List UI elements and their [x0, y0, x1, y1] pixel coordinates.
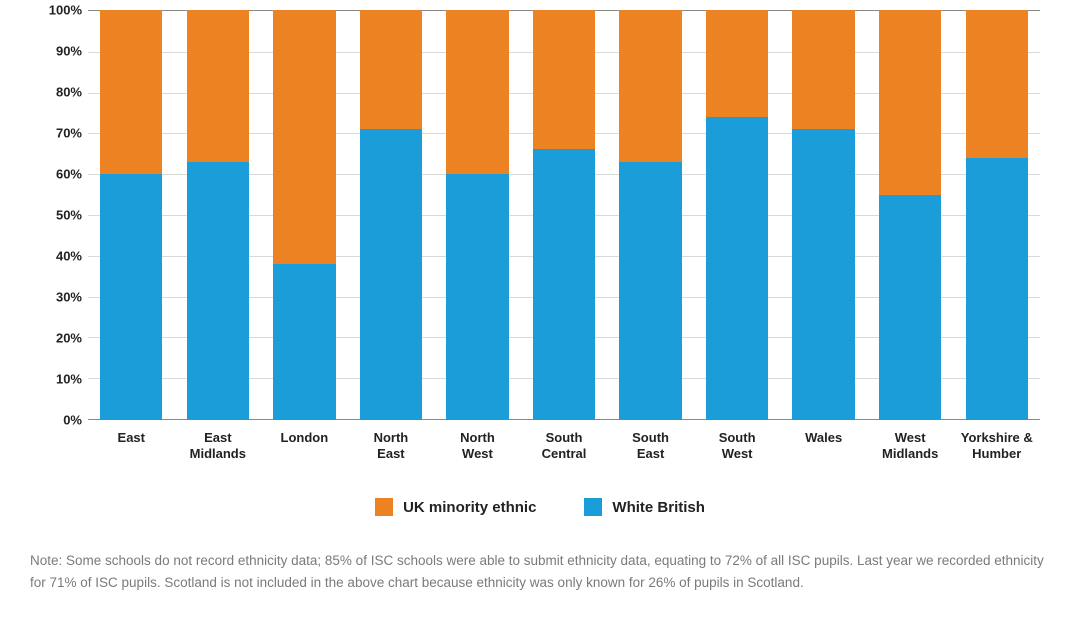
legend-label-minority: UK minority ethnic — [403, 499, 536, 516]
stacked-bar — [273, 10, 335, 420]
legend-swatch-minority — [375, 498, 393, 516]
bar-slot — [348, 10, 435, 420]
bar-segment-white-british — [360, 129, 422, 420]
stacked-bar — [619, 10, 681, 420]
y-tick-label: 70% — [30, 126, 82, 141]
bar-segment-minority — [792, 10, 854, 129]
bar-segment-white-british — [446, 174, 508, 420]
bar-slot — [261, 10, 348, 420]
bar-slot — [521, 10, 608, 420]
bar-slot — [607, 10, 694, 420]
bar-segment-minority — [533, 10, 595, 149]
y-tick-label: 0% — [30, 413, 82, 428]
stacked-bar — [100, 10, 162, 420]
x-label-slot: Yorkshire & Humber — [953, 424, 1040, 480]
bar-segment-minority — [966, 10, 1028, 158]
bar-segment-minority — [879, 10, 941, 195]
x-axis-label: London — [281, 424, 329, 480]
x-axis-label: North West — [460, 424, 495, 480]
legend-item-white-british: White British — [584, 498, 705, 516]
x-label-slot: South East — [607, 424, 694, 480]
bar-slot — [434, 10, 521, 420]
bar-segment-white-british — [706, 117, 768, 420]
bar-slot — [780, 10, 867, 420]
y-tick-label: 30% — [30, 290, 82, 305]
x-label-slot: South Central — [521, 424, 608, 480]
stacked-bar — [187, 10, 249, 420]
legend-swatch-white-british — [584, 498, 602, 516]
x-axis-label: North East — [374, 424, 409, 480]
x-label-slot: East Midlands — [175, 424, 262, 480]
x-label-slot: Wales — [780, 424, 867, 480]
x-label-slot: South West — [694, 424, 781, 480]
x-axis-label: Yorkshire & Humber — [961, 424, 1033, 480]
y-tick-label: 80% — [30, 85, 82, 100]
bar-segment-minority — [187, 10, 249, 162]
bar-segment-minority — [273, 10, 335, 264]
bar-segment-white-british — [966, 158, 1028, 420]
legend: UK minority ethnic White British — [30, 498, 1050, 516]
x-label-slot: North East — [348, 424, 435, 480]
bars-group — [88, 10, 1040, 420]
x-axis-labels: East East Midlands London North East North W… — [88, 424, 1040, 480]
x-label-slot: North West — [434, 424, 521, 480]
legend-label-white-british: White British — [612, 499, 705, 516]
chart-container: 0%10%20%30%40%50%60%70%80%90%100% EastEa… — [0, 0, 1080, 619]
stacked-bar — [533, 10, 595, 420]
bar-segment-white-british — [879, 195, 941, 421]
legend-item-minority: UK minority ethnic — [375, 498, 536, 516]
stacked-bar — [792, 10, 854, 420]
bar-segment-minority — [706, 10, 768, 117]
stacked-bar — [879, 10, 941, 420]
bar-segment-white-british — [273, 264, 335, 420]
bar-segment-white-british — [619, 162, 681, 420]
stacked-bar — [446, 10, 508, 420]
x-label-slot: London — [261, 424, 348, 480]
ethnicity-stacked-bar-chart: 0%10%20%30%40%50%60%70%80%90%100% EastEa… — [30, 10, 1050, 480]
bar-slot — [694, 10, 781, 420]
x-axis-label: South East — [632, 424, 669, 480]
bar-segment-white-british — [187, 162, 249, 420]
stacked-bar — [360, 10, 422, 420]
bar-segment-white-british — [533, 149, 595, 420]
y-tick-label: 100% — [30, 3, 82, 18]
y-tick-label: 60% — [30, 167, 82, 182]
bar-segment-minority — [360, 10, 422, 129]
stacked-bar — [966, 10, 1028, 420]
x-label-slot: East — [88, 424, 175, 480]
y-tick-label: 10% — [30, 372, 82, 387]
footnote: Note: Some schools do not record ethnici… — [30, 550, 1050, 593]
stacked-bar — [706, 10, 768, 420]
bar-segment-minority — [619, 10, 681, 162]
y-tick-label: 40% — [30, 249, 82, 264]
y-tick-label: 20% — [30, 331, 82, 346]
x-axis-label: East Midlands — [190, 424, 246, 480]
bar-slot — [175, 10, 262, 420]
bar-slot — [88, 10, 175, 420]
x-axis-label: South West — [719, 424, 756, 480]
bar-segment-white-british — [100, 174, 162, 420]
x-axis-label: East — [118, 424, 145, 480]
y-tick-label: 50% — [30, 208, 82, 223]
bar-segment-minority — [100, 10, 162, 174]
x-label-slot: West Midlands — [867, 424, 954, 480]
bar-segment-minority — [446, 10, 508, 174]
x-axis-label: Wales — [805, 424, 842, 480]
bar-segment-white-british — [792, 129, 854, 420]
x-axis-label: South Central — [542, 424, 587, 480]
x-axis-label: West Midlands — [882, 424, 938, 480]
bar-slot — [953, 10, 1040, 420]
y-tick-label: 90% — [30, 44, 82, 59]
bar-slot — [867, 10, 954, 420]
